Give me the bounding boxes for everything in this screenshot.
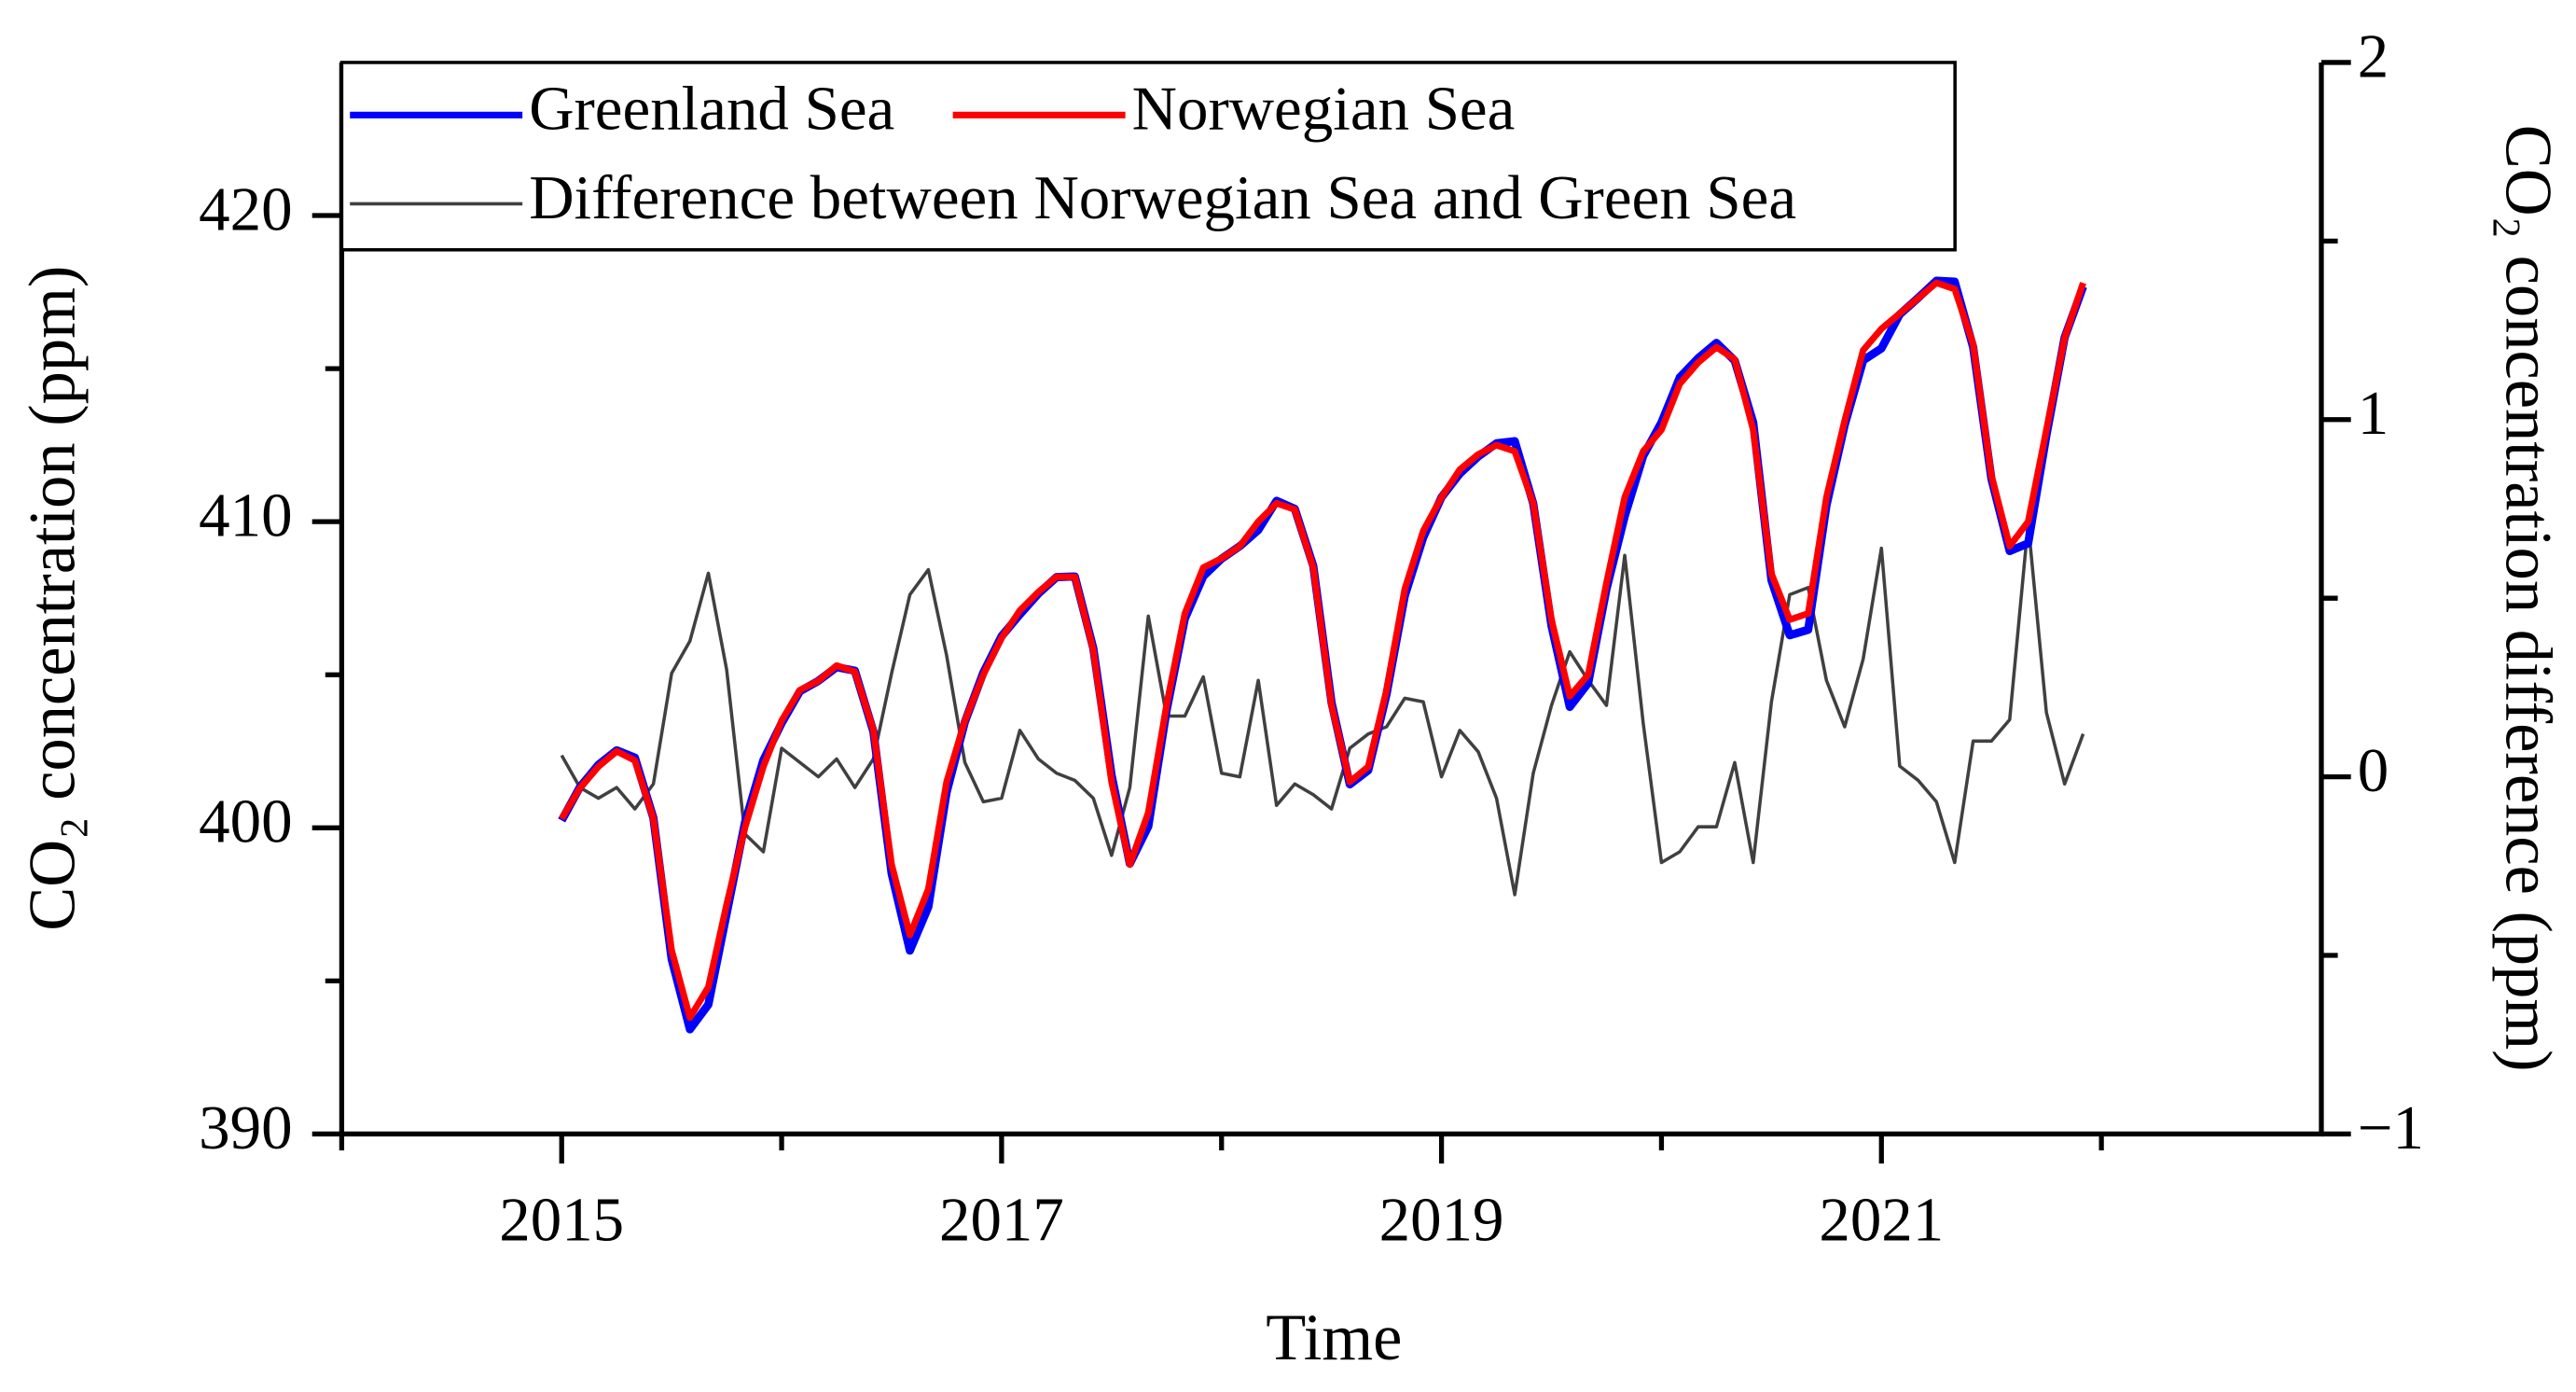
y2-tick-label: −1	[2358, 1093, 2424, 1162]
y-tick-label: 390	[199, 1093, 292, 1162]
data-line	[559, 279, 2086, 1022]
y-tick-label: 400	[199, 787, 292, 856]
x-tick-label: 2021	[1819, 1185, 1944, 1254]
legend-label: Difference between Norwegian Sea and Gre…	[529, 163, 1796, 232]
x-tick-label: 2015	[499, 1185, 624, 1254]
y2-axis-title: CO₂ concentration difference (ppm)	[2492, 125, 2565, 1072]
y2-tick-label: 2	[2358, 21, 2389, 90]
legend-label: Norwegian Sea	[1132, 75, 1516, 144]
y2-tick-label: 1	[2358, 379, 2389, 448]
y-tick-label: 420	[199, 174, 292, 244]
x-axis-title: Time	[1266, 1302, 1402, 1374]
y2-tick-label: 0	[2358, 736, 2389, 805]
x-tick-label: 2017	[939, 1185, 1064, 1254]
y-axis-title: CO₂ concentration (ppm)	[17, 266, 90, 931]
legend-label: Greenland Sea	[529, 75, 894, 144]
legend-box	[339, 61, 1957, 252]
data-line	[560, 522, 2085, 897]
x-tick-label: 2019	[1379, 1185, 1504, 1254]
y-tick-label: 410	[199, 481, 292, 550]
